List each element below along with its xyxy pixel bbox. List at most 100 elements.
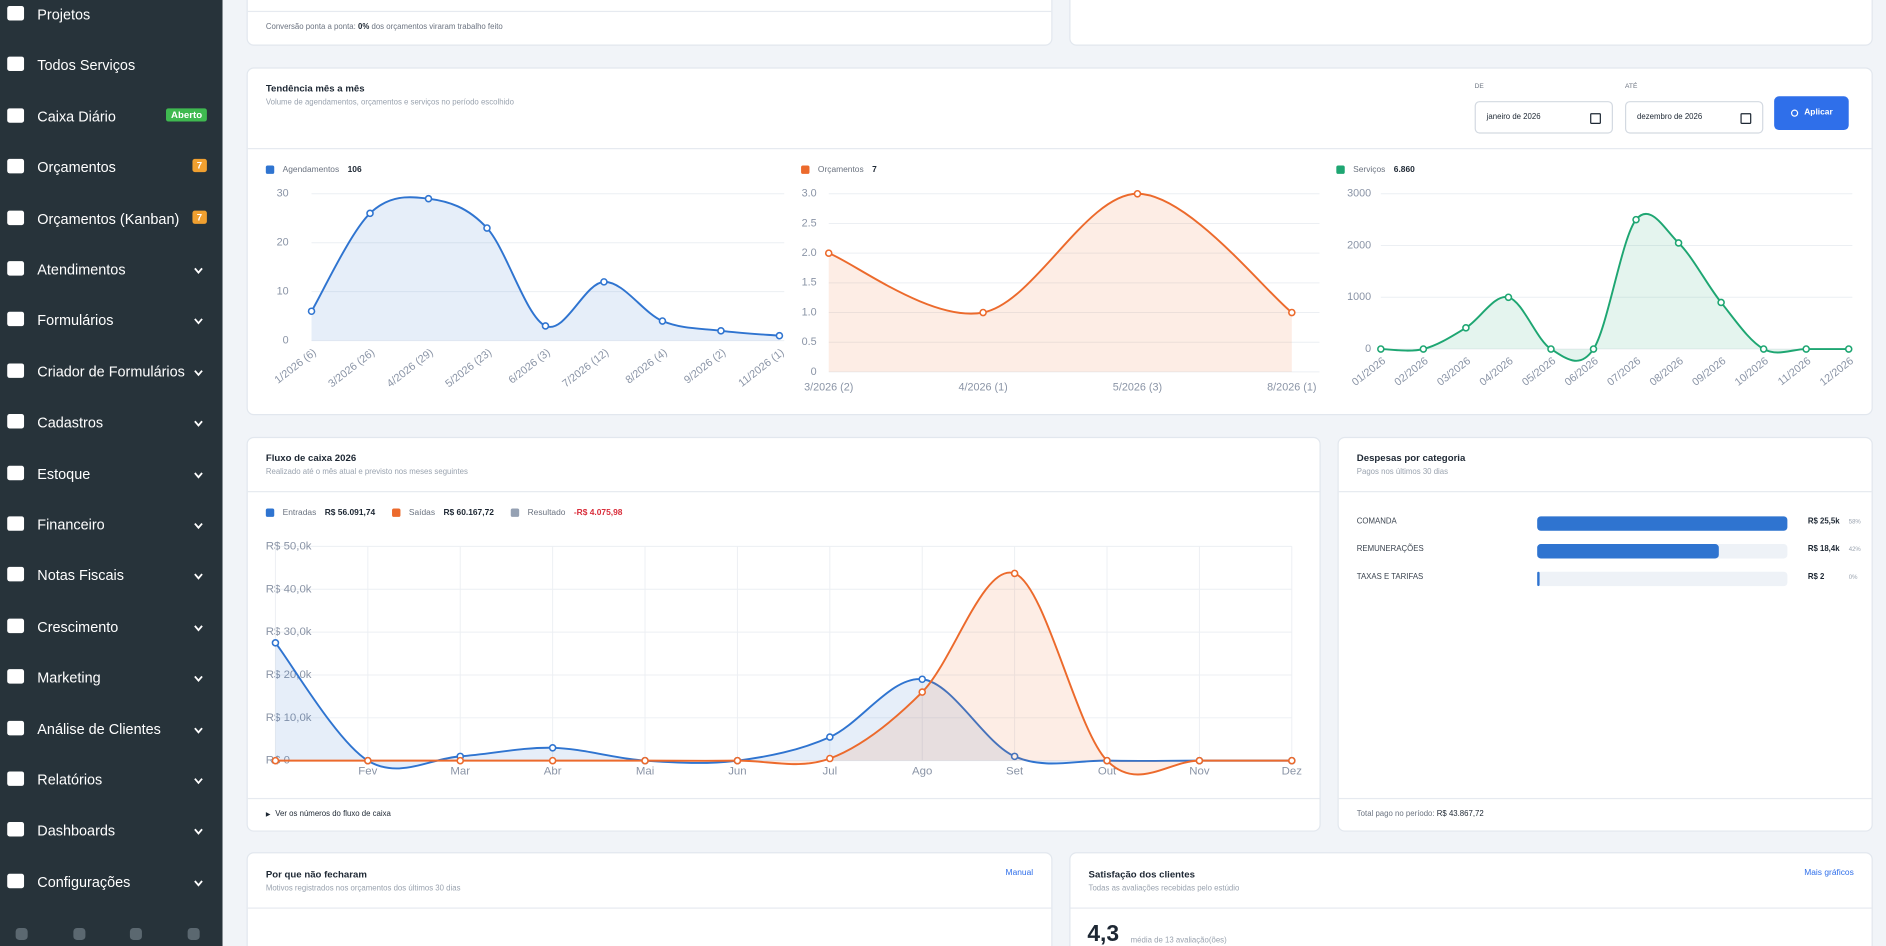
nav-item[interactable]: Marketing xyxy=(0,663,223,692)
to-input[interactable]: dezembro de 2026 xyxy=(1624,101,1764,134)
footer-icon[interactable] xyxy=(187,927,200,940)
expense-label: TAXAS E TARIFAS xyxy=(1356,572,1424,582)
chevron-shape xyxy=(194,727,203,734)
trend-card: Tendência mês a mês Volume de agendamento… xyxy=(246,67,1873,416)
card-title: Satisfação dos clientes xyxy=(1088,868,1195,880)
nav-icon xyxy=(7,159,25,174)
input-value: dezembro de 2026 xyxy=(1637,113,1703,122)
nav-item[interactable]: Relatórios xyxy=(0,765,223,794)
nav-item[interactable]: Crescimento xyxy=(0,612,223,641)
nav-label: Orçamentos xyxy=(37,159,116,176)
nav-label: Crescimento xyxy=(37,618,119,636)
bar xyxy=(1537,544,1719,559)
nav-icon xyxy=(7,6,25,21)
chevron xyxy=(194,522,203,530)
nav-label: Formulários xyxy=(37,312,114,330)
nav-item[interactable]: Caixa Diário Aberto xyxy=(0,102,223,131)
nav-item[interactable]: Todos Serviços xyxy=(0,51,223,80)
bar xyxy=(1537,571,1540,587)
divider xyxy=(247,797,1320,800)
nav-icon xyxy=(7,414,25,429)
card-link[interactable]: Manual xyxy=(1005,868,1034,878)
nav-icon xyxy=(7,771,25,786)
divider xyxy=(1338,797,1872,800)
expense-label: COMANDA xyxy=(1356,517,1397,526)
nav-icon xyxy=(7,618,25,633)
card-subtitle: Realizado até o mês atual e previsto nos… xyxy=(265,468,468,477)
divider xyxy=(247,10,1052,13)
nav-label: Marketing xyxy=(37,669,101,687)
nav-item[interactable]: Atendimentos xyxy=(0,255,223,284)
bar xyxy=(1537,516,1788,531)
chevron-shape xyxy=(194,369,203,377)
nav-item[interactable]: Orçamentos (Kanban) 7 xyxy=(0,204,223,233)
satisfaction-card: Satisfação dos clientes Todas as avaliaçõ… xyxy=(1069,852,1873,946)
chevron-shape xyxy=(194,471,203,479)
chevron xyxy=(194,318,203,326)
chevron xyxy=(194,676,203,683)
nav-icon xyxy=(7,363,25,378)
nav-icon xyxy=(7,669,25,684)
chevron-shape xyxy=(194,420,203,428)
conversion-suffix: dos orçamentos viraram trabalho feito xyxy=(371,22,503,32)
calendar-icon xyxy=(1740,113,1752,124)
chevron xyxy=(194,267,203,274)
nav-label: Caixa Diário xyxy=(37,108,116,125)
nav-item[interactable]: Dashboards xyxy=(0,816,223,845)
chevron xyxy=(194,829,203,836)
bar-track xyxy=(1537,571,1788,587)
button-label: Aplicar xyxy=(1804,108,1833,117)
nav-item[interactable]: Financeiro xyxy=(0,510,223,539)
nav-item[interactable]: Cadastros xyxy=(0,408,223,437)
chevron xyxy=(194,369,203,377)
nav-label: Atendimentos xyxy=(37,261,126,279)
nav-icon xyxy=(7,567,25,582)
chevron-shape xyxy=(194,267,203,274)
nav-item[interactable]: Formulários xyxy=(0,306,223,335)
footer-icon[interactable] xyxy=(15,927,28,940)
footer-icon[interactable] xyxy=(129,927,142,940)
nav-item[interactable]: Criador de Formulários xyxy=(0,357,223,386)
nav-label: Projetos xyxy=(37,6,91,23)
expense-share: 58% xyxy=(1848,518,1861,526)
nav-label: Todos Serviços xyxy=(37,57,136,74)
nav-label: Análise de Clientes xyxy=(37,720,161,738)
nav-item[interactable]: Configurações xyxy=(0,868,223,897)
nav-icon xyxy=(7,261,25,276)
conversion-text: Conversão ponta a ponta: 0% dos orçament… xyxy=(266,23,503,31)
from-label: DE xyxy=(1474,83,1484,91)
nav-icon xyxy=(7,108,25,123)
nav-item[interactable]: Notas Fiscais xyxy=(0,561,223,590)
top-right-card xyxy=(1069,0,1873,46)
cashflow-toggle[interactable]: ▶ Ver os números do fluxo de caixa xyxy=(266,810,391,818)
card-subtitle: Todas as avaliações recebidas pelo estúd… xyxy=(1088,884,1240,894)
divider xyxy=(1070,907,1872,909)
expense-amount: R$ 25,5k xyxy=(1807,517,1840,526)
nav-item[interactable]: Orçamentos 7 xyxy=(0,153,223,182)
apply-button[interactable]: Aplicar xyxy=(1774,96,1849,130)
card-title: Tendência mês a mês xyxy=(265,83,365,94)
chevron-shape xyxy=(194,778,203,785)
from-input[interactable]: janeiro de 2026 xyxy=(1474,101,1613,134)
footer-icon[interactable] xyxy=(73,927,86,940)
nav-label: Orçamentos (Kanban) xyxy=(37,210,180,227)
expense-amount: R$ 18,4k xyxy=(1807,545,1840,554)
nav-item[interactable]: Análise de Clientes xyxy=(0,714,223,743)
nav-item[interactable]: Projetos xyxy=(0,0,223,29)
nav-item[interactable]: Estoque xyxy=(0,459,223,488)
calendar-icon xyxy=(1590,113,1601,124)
nav-badge: 7 xyxy=(191,159,207,173)
sidebar: Projetos Todos Serviços Caixa Diário Aberto… xyxy=(0,0,223,946)
conversion-prefix: Conversão ponta a ponta: xyxy=(265,22,356,32)
divider xyxy=(247,907,1052,909)
card-subtitle: Pagos nos últimos 30 dias xyxy=(1356,468,1449,477)
chevron xyxy=(194,778,203,785)
nav-icon xyxy=(7,312,25,327)
chevron-shape xyxy=(194,676,203,683)
expense-share: 42% xyxy=(1848,546,1861,554)
score-note: média de 13 avaliação(ões) xyxy=(1130,936,1227,945)
nav-label: Criador de Formulários xyxy=(37,363,185,381)
card-link[interactable]: Mais gráficos xyxy=(1804,868,1854,878)
card-title: Fluxo de caixa 2026 xyxy=(265,452,357,464)
